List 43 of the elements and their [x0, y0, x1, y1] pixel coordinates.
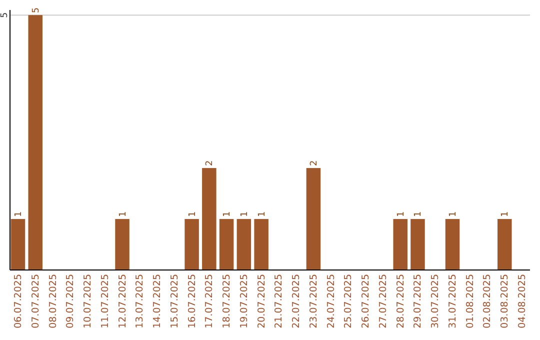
x-tick-label: 06.07.2025: [12, 274, 24, 328]
x-tick-label: 15.07.2025: [169, 274, 180, 328]
x-tick-label: 27.07.2025: [378, 274, 389, 328]
data-label: 2: [205, 160, 216, 166]
x-tick-label: 26.07.2025: [360, 274, 372, 328]
x-tick-label: 13.07.2025: [134, 274, 146, 328]
x-tick-label: 18.07.2025: [222, 274, 233, 328]
data-label: 1: [222, 211, 233, 218]
data-label: 1: [500, 211, 511, 218]
data-label: 1: [396, 211, 406, 218]
x-tick-label: 11.07.2025: [100, 274, 111, 328]
x-tick-label: 07.07.2025: [30, 274, 42, 328]
x-tick-label: 30.07.2025: [430, 274, 442, 328]
x-tick-label: 01.08.2025: [464, 274, 476, 328]
data-label: 1: [14, 211, 24, 218]
data-label: 5: [31, 7, 42, 14]
data-label: 1: [448, 211, 458, 218]
x-tick-label: 28.07.2025: [395, 274, 406, 328]
data-label: 1: [118, 211, 128, 218]
x-tick-label: 20.07.2025: [256, 274, 268, 328]
x-tick-label: 19.07.2025: [238, 274, 250, 328]
x-tick-label: 22.07.2025: [291, 274, 302, 328]
x-tick-label: 08.07.2025: [48, 274, 59, 328]
data-label: 1: [257, 211, 268, 218]
x-tick-label: 10.07.2025: [82, 274, 94, 328]
data-label: 2: [309, 160, 320, 166]
data-label: 1: [240, 211, 250, 218]
x-tick-label: 03.08.2025: [500, 274, 511, 328]
x-tick-label: 25.07.2025: [343, 274, 354, 328]
x-tick-label: 02.08.2025: [482, 274, 494, 328]
x-tick-label: 24.07.2025: [326, 274, 337, 328]
x-tick-label: 12.07.2025: [117, 274, 128, 328]
x-tick-label: 29.07.2025: [412, 274, 424, 328]
x-tick-label: 04.08.2025: [517, 274, 528, 328]
data-label: 1: [414, 211, 424, 218]
x-tick-label: 17.07.2025: [204, 274, 216, 328]
x-tick-label: 14.07.2025: [152, 274, 164, 328]
x-tick-label: 21.07.2025: [274, 274, 285, 328]
x-tick-label: 09.07.2025: [65, 274, 76, 328]
x-tick-label: 16.07.2025: [186, 274, 198, 328]
data-label: 1: [188, 211, 198, 218]
x-tick-label: 23.07.2025: [308, 274, 320, 328]
x-tick-label: 31.07.2025: [447, 274, 458, 328]
